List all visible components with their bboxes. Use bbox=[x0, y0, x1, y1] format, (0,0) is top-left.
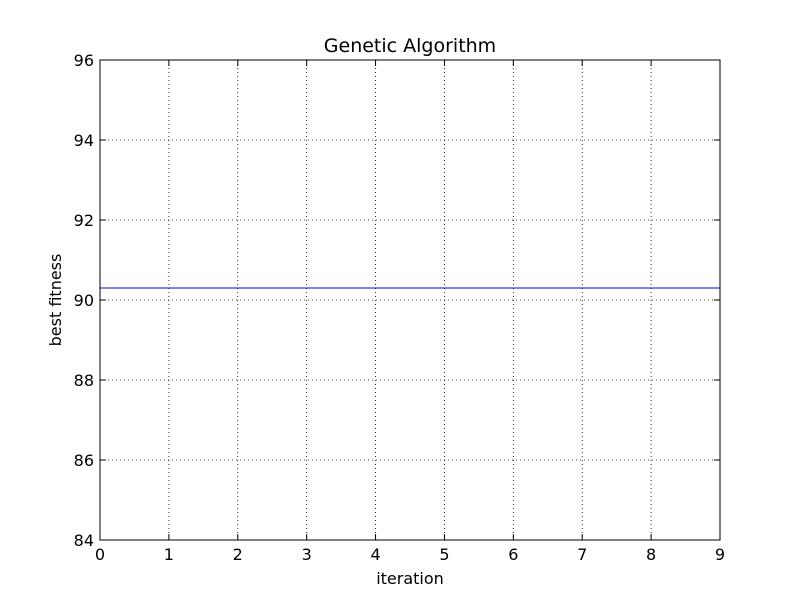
y-tick-label: 90 bbox=[74, 291, 94, 310]
y-tick-label: 86 bbox=[74, 451, 94, 470]
x-tick-label: 9 bbox=[715, 545, 725, 564]
grid-lines bbox=[100, 60, 720, 540]
x-tick-label: 3 bbox=[302, 545, 312, 564]
x-tick-labels: 0 1 2 3 4 5 6 7 8 9 bbox=[95, 545, 725, 564]
y-tick-labels: 84 86 88 90 92 94 96 bbox=[74, 51, 94, 550]
x-tick-label: 4 bbox=[370, 545, 380, 564]
x-tick-label: 2 bbox=[233, 545, 243, 564]
x-tick-label: 5 bbox=[439, 545, 449, 564]
y-tick-label: 84 bbox=[74, 531, 94, 550]
y-tick-label: 92 bbox=[74, 211, 94, 230]
x-axis-label: iteration bbox=[376, 569, 444, 588]
y-tick-label: 96 bbox=[74, 51, 94, 70]
y-axis-label: best fitness bbox=[46, 254, 65, 347]
axis-ticks bbox=[99, 59, 721, 541]
y-tick-label: 94 bbox=[74, 131, 94, 150]
y-tick-label: 88 bbox=[74, 371, 94, 390]
x-tick-label: 8 bbox=[646, 545, 656, 564]
x-tick-label: 0 bbox=[95, 545, 105, 564]
chart-title: Genetic Algorithm bbox=[324, 35, 496, 57]
x-tick-label: 6 bbox=[508, 545, 518, 564]
x-tick-label: 7 bbox=[577, 545, 587, 564]
x-tick-label: 1 bbox=[164, 545, 174, 564]
